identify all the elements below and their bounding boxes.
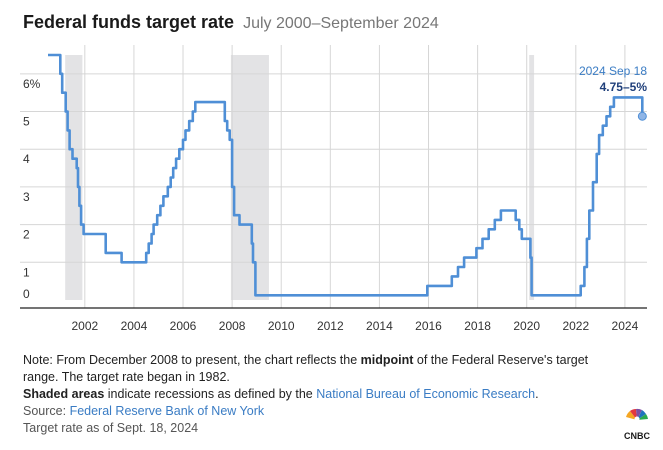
x-tick-label: 2002 <box>71 319 98 333</box>
shaded-end: . <box>535 387 539 401</box>
y-tick-label: 1 <box>23 265 30 279</box>
rate-line-series-1 <box>48 53 644 297</box>
x-tick-label: 2004 <box>121 319 148 333</box>
chart-subtitle: July 2000–September 2024 <box>243 15 439 32</box>
source-label: Source: <box>23 404 70 418</box>
recession-band-1 <box>65 55 83 300</box>
x-tick-label: 2006 <box>170 319 197 333</box>
x-tick-label: 2010 <box>268 319 295 333</box>
latest-rate-marker <box>637 111 647 121</box>
y-tick-label: 4 <box>23 152 30 166</box>
chart-title: Federal funds target rate <box>23 12 235 32</box>
x-tick-label: 2014 <box>366 319 393 333</box>
shaded-note: Shaded areas indicate recessions as defi… <box>23 386 623 403</box>
annotation-date-label: 2024 Sep 18 <box>579 64 647 78</box>
x-tick-label: 2020 <box>513 319 540 333</box>
source-line: Source: Federal Reserve Bank of New York <box>23 403 623 420</box>
note-line-1: Note: From December 2008 to present, the… <box>23 352 623 369</box>
y-tick-label: 5 <box>23 115 30 129</box>
recession-band-3 <box>529 55 535 300</box>
cnbc-logo-text: CNBC <box>624 431 650 441</box>
y-tick-label: 2 <box>23 228 30 242</box>
x-tick-label: 2012 <box>317 319 344 333</box>
recession-band-2 <box>230 55 269 300</box>
nber-link[interactable]: National Bureau of Economic Research <box>316 387 536 401</box>
x-tick-label: 2024 <box>612 319 639 333</box>
y-tick-label: 6% <box>23 77 41 91</box>
x-tick-label: 2022 <box>562 319 589 333</box>
cnbc-logo: CNBC <box>624 408 650 441</box>
note-text-suffix: of the Federal Reserve's target <box>413 353 589 367</box>
shaded-text: indicate recessions as defined by the <box>104 387 317 401</box>
note-line-2: range. The target rate began in 1982. <box>23 370 230 384</box>
source-link[interactable]: Federal Reserve Bank of New York <box>69 404 265 418</box>
note-bold-midpoint: midpoint <box>360 353 414 367</box>
chart-area: 6% 5 4 3 2 1 0 2002 2004 2006 2008 2010 2012 2014 2016… <box>20 45 648 333</box>
x-tick-label: 2016 <box>415 319 442 333</box>
footnotes: Note: From December 2008 to present, the… <box>23 352 623 437</box>
x-tick-label: 2008 <box>219 319 246 333</box>
shaded-bold: Shaded areas <box>23 387 105 401</box>
x-tick-label: 2018 <box>464 319 491 333</box>
note-text: Note: From December 2008 to present, the… <box>23 353 361 367</box>
as-of-date: Target rate as of Sept. 18, 2024 <box>23 421 199 435</box>
y-tick-label: 3 <box>23 190 30 204</box>
y-tick-label: 0 <box>23 287 30 301</box>
annotation-value-label: 4.75–5% <box>600 80 648 94</box>
chart-title-block: Federal funds target rate July 2000–Sept… <box>23 12 439 33</box>
